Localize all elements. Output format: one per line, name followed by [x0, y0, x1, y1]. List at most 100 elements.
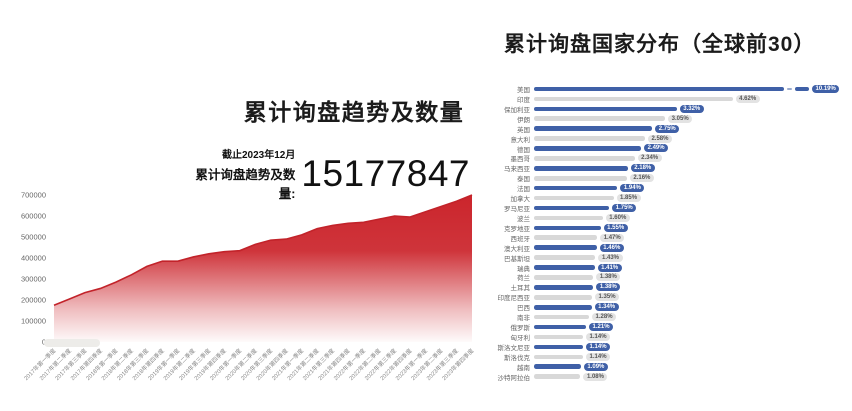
country-label: 匈牙利: [510, 335, 531, 343]
country-bar: [534, 295, 593, 300]
country-label: 印度尼西亚: [497, 295, 531, 303]
country-label: 加拿大: [510, 196, 531, 204]
country-label: 西班牙: [510, 235, 531, 243]
country-row: 巴西 1.34%: [490, 302, 852, 312]
country-bar: [534, 225, 601, 231]
country-label: 巴西: [517, 305, 530, 313]
country-bar: [534, 106, 677, 112]
country-label: 巴基斯坦: [504, 255, 530, 263]
country-label: 克罗地亚: [504, 225, 530, 233]
y-tick-label: 400000: [21, 254, 46, 263]
country-bar: [534, 324, 587, 330]
country-row: 荷兰 1.38%: [490, 273, 852, 283]
trend-panel: 累计询盘趋势及数量 截止2023年12月 累计询盘趋势及数量: 15177847…: [21, 99, 476, 383]
country-bar: [534, 235, 598, 241]
country-row: 南非 1.28%: [490, 312, 852, 322]
value-badge: 10.19%: [812, 84, 840, 93]
country-label: 印度: [517, 96, 530, 104]
country-bar: [534, 304, 592, 310]
value-badge: 1.14%: [586, 352, 611, 361]
country-bar: [795, 86, 809, 92]
country-row: 匈牙利 1.14%: [490, 332, 852, 342]
total-inquiries-stat: 截止2023年12月 累计询盘趋势及数量: 15177847: [190, 146, 470, 202]
country-label: 沙特阿拉伯: [497, 374, 531, 382]
y-tick-label: 200000: [21, 296, 46, 305]
value-badge: 1.08%: [583, 372, 608, 381]
country-bar: [534, 374, 581, 379]
country-bar: [534, 136, 645, 141]
country-label: 荷兰: [517, 275, 530, 283]
country-bar: [534, 285, 594, 290]
country-row: 斯洛文尼亚 1.14%: [490, 342, 852, 352]
stat-labels: 截止2023年12月 累计询盘趋势及数量:: [190, 146, 295, 202]
country-bar: [534, 195, 614, 201]
value-badge: 4.62%: [735, 94, 760, 103]
country-row: 越南 1.09%: [490, 362, 852, 372]
value-badge: 1.21%: [589, 323, 614, 332]
value-badge: 3.32%: [679, 104, 704, 113]
value-badge: 1.28%: [592, 313, 617, 322]
country-row: 美国 10.19%: [490, 84, 852, 94]
country-chart-title: 累计询盘国家分布（全球前30）: [504, 33, 816, 56]
value-badge: 1.41%: [597, 263, 622, 272]
country-row: 墨西哥 2.34%: [490, 153, 852, 163]
country-row: 澳大利亚 1.46%: [490, 243, 852, 253]
country-row: 伊朗 3.05%: [490, 114, 852, 124]
country-row: 法国 1.94%: [490, 183, 852, 193]
country-bar: [534, 185, 618, 191]
country-bar: [534, 344, 584, 350]
stat-caption-label: 累计询盘趋势及数量:: [195, 168, 296, 201]
total-inquiries-value: 15177847: [301, 153, 470, 194]
value-badge: 1.94%: [620, 184, 645, 193]
country-label: 意大利: [510, 136, 531, 144]
country-distribution-panel: 累计询盘国家分布（全球前30） 美国 10.19% 印度 4.62% 保加利亚 3.32%…: [490, 0, 852, 411]
value-badge: 1.85%: [616, 194, 641, 203]
country-label: 斯洛文尼亚: [497, 344, 531, 352]
country-label: 土耳其: [510, 285, 531, 293]
value-badge: 1.14%: [586, 342, 611, 351]
trend-area-chart: 0 100000 200000 300000 400000 500000 600000 700…: [21, 191, 476, 383]
country-row: 巴基斯坦 1.43%: [490, 253, 852, 263]
country-row: 泰国 2.16%: [490, 173, 852, 183]
country-row: 西班牙 1.47%: [490, 233, 852, 243]
country-label: 法国: [517, 186, 530, 194]
trend-line: [53, 194, 473, 306]
axis-slider-thumb[interactable]: [44, 339, 100, 347]
value-badge: 1.47%: [600, 233, 625, 242]
country-label: 英国: [517, 126, 530, 134]
country-label: 斯洛伐克: [504, 354, 530, 362]
country-row: 瑞典 1.41%: [490, 263, 852, 273]
country-row: 沙特阿拉伯 1.08%: [490, 372, 852, 382]
country-row: 波兰 1.60%: [490, 213, 852, 223]
value-badge: 1.55%: [603, 223, 628, 232]
country-row: 保加利亚 3.32%: [490, 104, 852, 114]
country-row: 罗马尼亚 1.75%: [490, 203, 852, 213]
country-bar: [534, 215, 603, 221]
value-badge: 2.34%: [637, 154, 662, 163]
country-label: 泰国: [517, 176, 530, 184]
axis-break-icon: [787, 87, 792, 90]
country-row: 克罗地亚 1.55%: [490, 223, 852, 233]
country-bar: [534, 245, 597, 250]
country-label: 保加利亚: [504, 106, 530, 114]
country-bar: [534, 175, 627, 181]
country-bar: [534, 96, 733, 102]
country-bar-list: 美国 10.19% 印度 4.62% 保加利亚 3.32% 伊朗 3.05% 英国 2.75% 意大…: [490, 84, 852, 382]
value-badge: 1.14%: [586, 333, 611, 341]
country-bar: [534, 146, 642, 151]
country-row: 加拿大 1.85%: [490, 193, 852, 203]
country-bar: [534, 156, 635, 161]
value-badge: 1.60%: [605, 213, 630, 222]
country-bar: [534, 275, 594, 280]
value-badge: 1.35%: [595, 293, 620, 302]
value-badge: 2.58%: [647, 134, 672, 143]
country-label: 澳大利亚: [504, 245, 530, 253]
value-badge: 1.43%: [598, 253, 623, 262]
country-row: 英国 2.75%: [490, 124, 852, 134]
value-badge: 2.16%: [629, 174, 654, 183]
country-label: 波兰: [517, 215, 530, 223]
country-row: 意大利 2.58%: [490, 134, 852, 144]
country-label: 伊朗: [517, 116, 530, 124]
as-of-date-label: 截止2023年12月: [222, 150, 296, 161]
country-bar: [534, 86, 784, 92]
